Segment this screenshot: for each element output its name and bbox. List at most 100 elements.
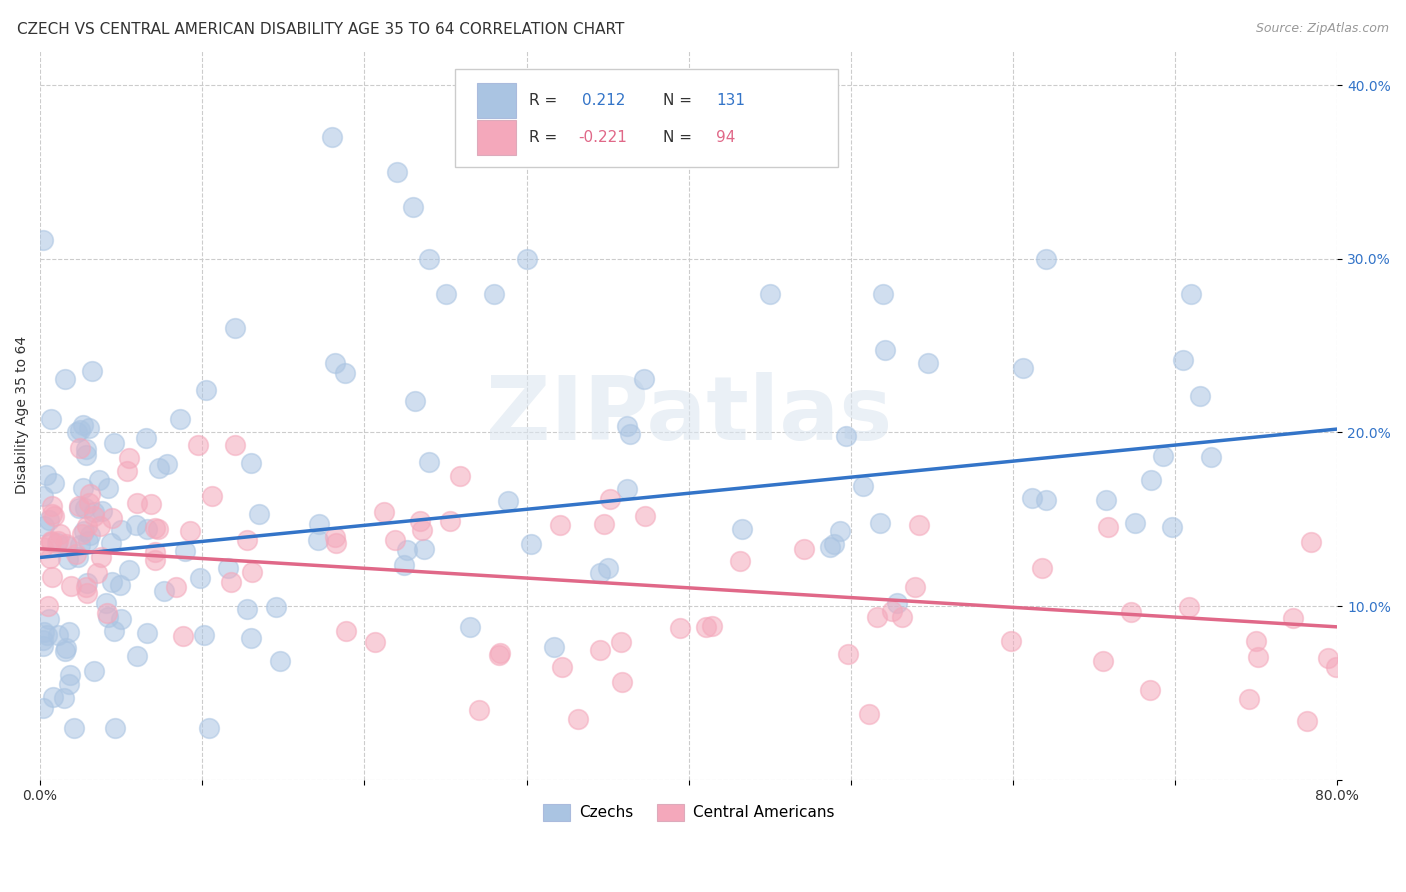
Point: [543, 640, 565, 654]
Point: [240, 631, 263, 645]
Point: [363, 635, 385, 649]
Point: [46, 534, 69, 549]
Point: [58, 624, 80, 639]
Point: [1094, 493, 1116, 508]
Point: [1152, 449, 1174, 463]
Point: [1282, 611, 1305, 625]
Point: [599, 492, 621, 507]
Point: [67, 501, 90, 516]
Point: [44, 475, 66, 490]
Point: [264, 600, 287, 615]
Point: [89, 519, 111, 533]
Point: [139, 497, 162, 511]
Point: [593, 517, 616, 532]
Point: [90, 550, 112, 565]
Point: [125, 648, 148, 663]
Point: [59, 579, 82, 593]
Point: [59, 667, 82, 681]
Point: [418, 455, 440, 469]
Point: [325, 356, 347, 370]
Point: [1035, 493, 1057, 508]
Point: [837, 647, 859, 661]
Point: [94, 596, 117, 610]
Text: ZIPatlas: ZIPatlas: [485, 372, 891, 458]
Point: [872, 286, 894, 301]
Point: [239, 456, 262, 470]
Point: [335, 624, 357, 638]
Point: [858, 707, 880, 722]
Point: [551, 659, 574, 673]
Point: [201, 489, 224, 503]
Point: [439, 514, 461, 528]
Point: [103, 624, 125, 638]
Bar: [477, 84, 516, 119]
Point: [32, 632, 55, 647]
Point: [488, 648, 510, 662]
Point: [409, 514, 432, 528]
Point: [75, 442, 97, 457]
Point: [886, 596, 908, 610]
Point: [69, 538, 91, 552]
Point: [903, 581, 925, 595]
Point: [72, 481, 94, 495]
Point: [308, 516, 330, 531]
Point: [548, 517, 571, 532]
Point: [75, 501, 97, 516]
Point: [91, 504, 114, 518]
Point: [588, 643, 610, 657]
Point: [828, 524, 851, 538]
Point: [55, 537, 77, 551]
Point: [115, 464, 138, 478]
Point: [39, 534, 62, 549]
Point: [32, 540, 55, 554]
Point: [38, 612, 60, 626]
Text: 94: 94: [716, 130, 735, 145]
Point: [1021, 491, 1043, 506]
Point: [110, 523, 132, 537]
Point: [197, 721, 219, 735]
Point: [193, 628, 215, 642]
Point: [634, 509, 657, 524]
Point: [1011, 360, 1033, 375]
Point: [333, 366, 356, 380]
Point: [488, 646, 510, 660]
Text: N =: N =: [662, 130, 697, 145]
Point: [118, 450, 141, 465]
Point: [143, 521, 166, 535]
Point: [58, 677, 80, 691]
Point: [619, 427, 641, 442]
Point: [65, 547, 87, 561]
Point: [434, 286, 457, 301]
Point: [1201, 450, 1223, 464]
Point: [187, 437, 209, 451]
Point: [1324, 660, 1347, 674]
Point: [669, 621, 692, 635]
Point: [69, 442, 91, 456]
Point: [188, 571, 211, 585]
Point: [66, 425, 89, 440]
Point: [1301, 534, 1323, 549]
Point: [41, 507, 63, 521]
Point: [32, 519, 55, 533]
Point: [219, 575, 242, 590]
Point: [156, 457, 179, 471]
Point: [73, 524, 96, 538]
Point: [235, 533, 257, 547]
Point: [1031, 561, 1053, 575]
Point: [79, 528, 101, 542]
Point: [83, 664, 105, 678]
Point: [34, 468, 56, 483]
Point: [87, 473, 110, 487]
Point: [325, 536, 347, 550]
Point: [143, 553, 166, 567]
Text: R =: R =: [529, 94, 562, 109]
Point: [169, 412, 191, 426]
Point: [1000, 633, 1022, 648]
Point: [135, 626, 157, 640]
Point: [38, 513, 60, 527]
Point: [695, 620, 717, 634]
Point: [103, 435, 125, 450]
Point: [97, 481, 120, 495]
Point: [1160, 520, 1182, 534]
Text: N =: N =: [662, 94, 697, 109]
